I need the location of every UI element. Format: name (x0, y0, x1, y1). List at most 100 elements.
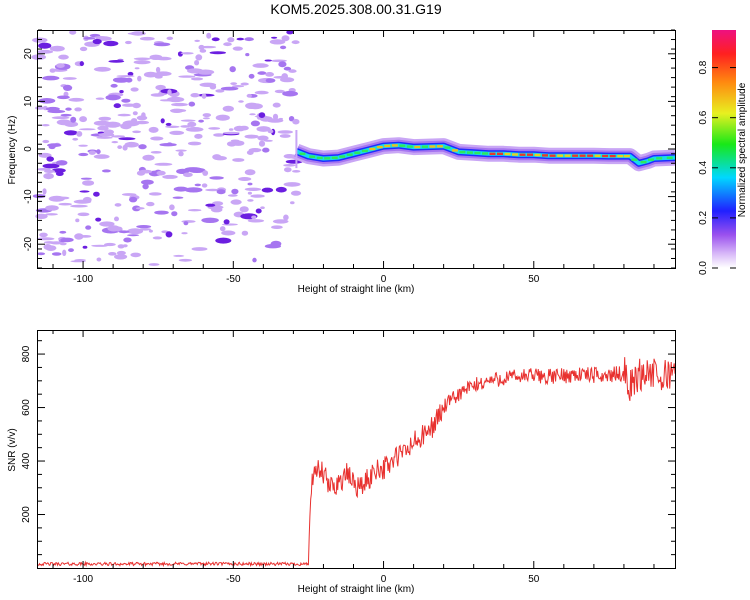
noise-blob (88, 150, 96, 155)
noise-blob (281, 73, 289, 80)
ridge-amplitude-mark (489, 152, 496, 155)
noise-blob (263, 139, 273, 142)
ridge-amplitude-mark (399, 144, 406, 147)
noise-blob (250, 194, 265, 198)
ridge-amplitude-mark (436, 145, 443, 148)
snr-frame (37, 330, 676, 569)
ridge-amplitude-mark (444, 146, 451, 149)
ridge-amplitude-mark (534, 153, 541, 157)
noise-blob (139, 36, 155, 41)
x-tick-label: -50 (226, 574, 241, 585)
snr-line (37, 357, 676, 568)
noise-blob (79, 235, 92, 238)
y-tick-label: 20 (23, 48, 34, 60)
noise-blob (93, 66, 111, 72)
noise-blob (222, 105, 234, 112)
ridge-amplitude-mark (564, 154, 571, 157)
noise-blob (154, 210, 169, 215)
spectrogram-y-ticks: -20 -10 0 10 20 (23, 29, 675, 269)
noise-blob (124, 141, 139, 148)
noise-blob (74, 107, 82, 112)
noise-blob (124, 40, 132, 45)
ridge-amplitude-mark (316, 156, 323, 160)
noise-blob (45, 205, 59, 211)
noise-blob (150, 136, 164, 141)
noise-blob (269, 39, 286, 45)
noise-blob (281, 35, 290, 42)
noise-blob (131, 118, 138, 123)
noise-blob (187, 121, 197, 127)
noise-blob (127, 32, 145, 35)
ridge-amplitude-mark (497, 152, 503, 155)
noise-blob (62, 249, 67, 256)
noise-blob (127, 228, 144, 235)
ridge-amplitude-mark (324, 157, 331, 160)
noise-blob (38, 98, 56, 104)
noise-blob (265, 72, 274, 77)
noise-blob (105, 94, 121, 101)
noise-blob (103, 40, 119, 47)
noise-blob (114, 203, 122, 207)
noise-blob (82, 196, 92, 203)
noise-blob (247, 219, 265, 223)
noise-blob (35, 213, 48, 219)
noise-blob (42, 139, 50, 144)
noise-blob (282, 90, 298, 97)
noise-blob (252, 63, 269, 68)
noise-blob (41, 124, 50, 127)
ridge-amplitude-mark (369, 147, 376, 151)
noise-blob (264, 59, 272, 62)
noise-blob (146, 201, 155, 207)
noise-blob (221, 230, 236, 236)
noise-blob (119, 90, 124, 94)
noise-blob (114, 216, 119, 222)
noise-blob (213, 156, 227, 161)
spectrogram-frame (37, 30, 676, 269)
noise-blob (129, 196, 138, 203)
noise-blob (236, 37, 244, 41)
noise-blob (167, 142, 173, 146)
noise-blob (239, 206, 249, 213)
noise-blob (250, 120, 260, 127)
ridge-amplitude-mark (602, 154, 609, 158)
noise-blob (135, 207, 145, 210)
x-tick-label: -50 (226, 274, 241, 285)
noise-blob (232, 46, 243, 51)
noise-blob (280, 45, 287, 50)
noise-blob (51, 252, 62, 256)
noise-blob (173, 254, 185, 257)
noise-blob (36, 252, 46, 256)
noise-blob (141, 179, 154, 185)
noise-blob (215, 114, 230, 121)
noise-blob (79, 190, 90, 193)
noise-blob (152, 236, 163, 240)
noise-blob (130, 252, 141, 258)
ridge-amplitude-mark (587, 154, 594, 157)
noise-blob (132, 130, 142, 134)
noise-blob (95, 97, 105, 100)
noise-blob (108, 60, 125, 63)
noise-blob (60, 237, 74, 243)
noise-blob (96, 257, 102, 262)
snr-y-ticks: 200 400 600 800 (21, 340, 675, 556)
noise-blob (45, 213, 58, 216)
ridge-amplitude-mark (339, 155, 346, 158)
noise-blob (96, 149, 101, 155)
noise-blob (138, 144, 147, 150)
noise-blob (111, 135, 125, 138)
noise-blob (93, 154, 110, 159)
noise-blob (184, 167, 203, 172)
noise-blob (43, 244, 52, 250)
noise-blob (94, 36, 107, 39)
noise-blob (172, 196, 184, 199)
noise-blob (190, 93, 200, 98)
noise-blob (138, 169, 153, 174)
ridge-amplitude-mark (640, 160, 647, 164)
noise-blob (278, 117, 283, 120)
noise-blob (57, 95, 70, 100)
noise-blob (229, 66, 236, 73)
noise-blob (51, 116, 70, 120)
noise-blob (117, 244, 125, 249)
noise-blob (230, 199, 242, 205)
